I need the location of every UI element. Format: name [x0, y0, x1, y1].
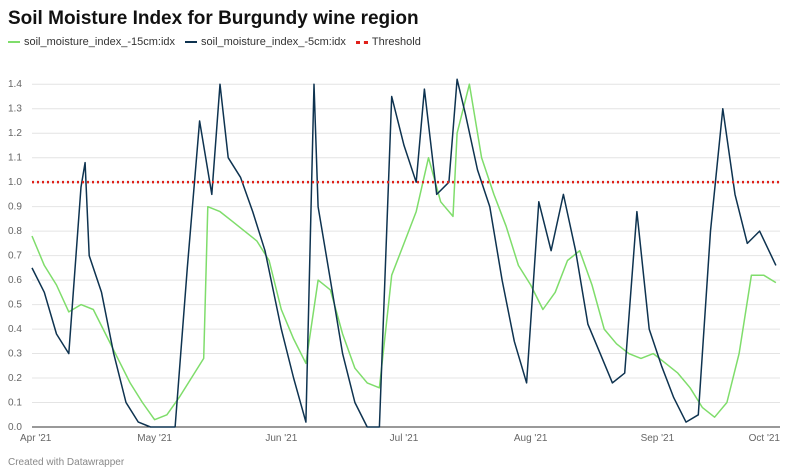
legend-swatch-15cm — [8, 41, 20, 43]
y-tick-label: 0.1 — [8, 398, 22, 409]
legend-item-threshold: Threshold — [355, 36, 421, 48]
y-tick-label: 1.4 — [8, 79, 22, 90]
credit-text: Created with Datawrapper — [8, 457, 125, 468]
series-line-5cm — [31, 78, 777, 428]
y-tick-label: 1.0 — [8, 177, 22, 188]
legend-label-threshold: Threshold — [371, 36, 421, 48]
x-tick-label: Apr '21 — [20, 433, 52, 444]
x-tick-label: May '21 — [137, 433, 172, 444]
legend-item-5cm: soil_moisture_index_-5cm:idx — [185, 36, 346, 48]
legend-label-15cm: soil_moisture_index_-15cm:idx — [24, 36, 176, 48]
series-line-15cm — [31, 83, 777, 421]
legend-swatch-threshold — [355, 40, 368, 44]
x-tick-label: Oct '21 — [749, 433, 781, 444]
y-tick-label: 1.2 — [8, 128, 22, 139]
y-tick-label: 0.9 — [8, 202, 22, 213]
y-tick-label: 0.4 — [8, 324, 22, 335]
y-tick-label: 0.7 — [8, 251, 22, 262]
x-tick-label: Aug '21 — [514, 433, 548, 444]
legend-item-15cm: soil_moisture_index_-15cm:idx — [8, 36, 175, 48]
y-tick-label: 0.3 — [8, 349, 22, 360]
y-tick-label: 0.2 — [8, 373, 22, 384]
y-tick-label: 0.6 — [8, 275, 22, 286]
y-tick-label: 0.5 — [8, 300, 22, 311]
y-tick-label: 1.1 — [8, 153, 22, 164]
x-tick-label: Jul '21 — [390, 433, 419, 444]
y-tick-label: 0.8 — [8, 226, 22, 237]
x-tick-label: Sep '21 — [641, 433, 675, 444]
y-tick-label: 0.0 — [8, 422, 22, 433]
legend-swatch-5cm — [185, 41, 198, 43]
legend-label-5cm: soil_moisture_index_-5cm:idx — [201, 36, 346, 48]
legend: soil_moisture_index_-15cm:idx soil_moist… — [8, 36, 421, 48]
y-tick-label: 1.3 — [8, 104, 22, 115]
chart-title: Soil Moisture Index for Burgundy wine re… — [8, 8, 419, 29]
x-tick-label: Jun '21 — [265, 433, 297, 444]
